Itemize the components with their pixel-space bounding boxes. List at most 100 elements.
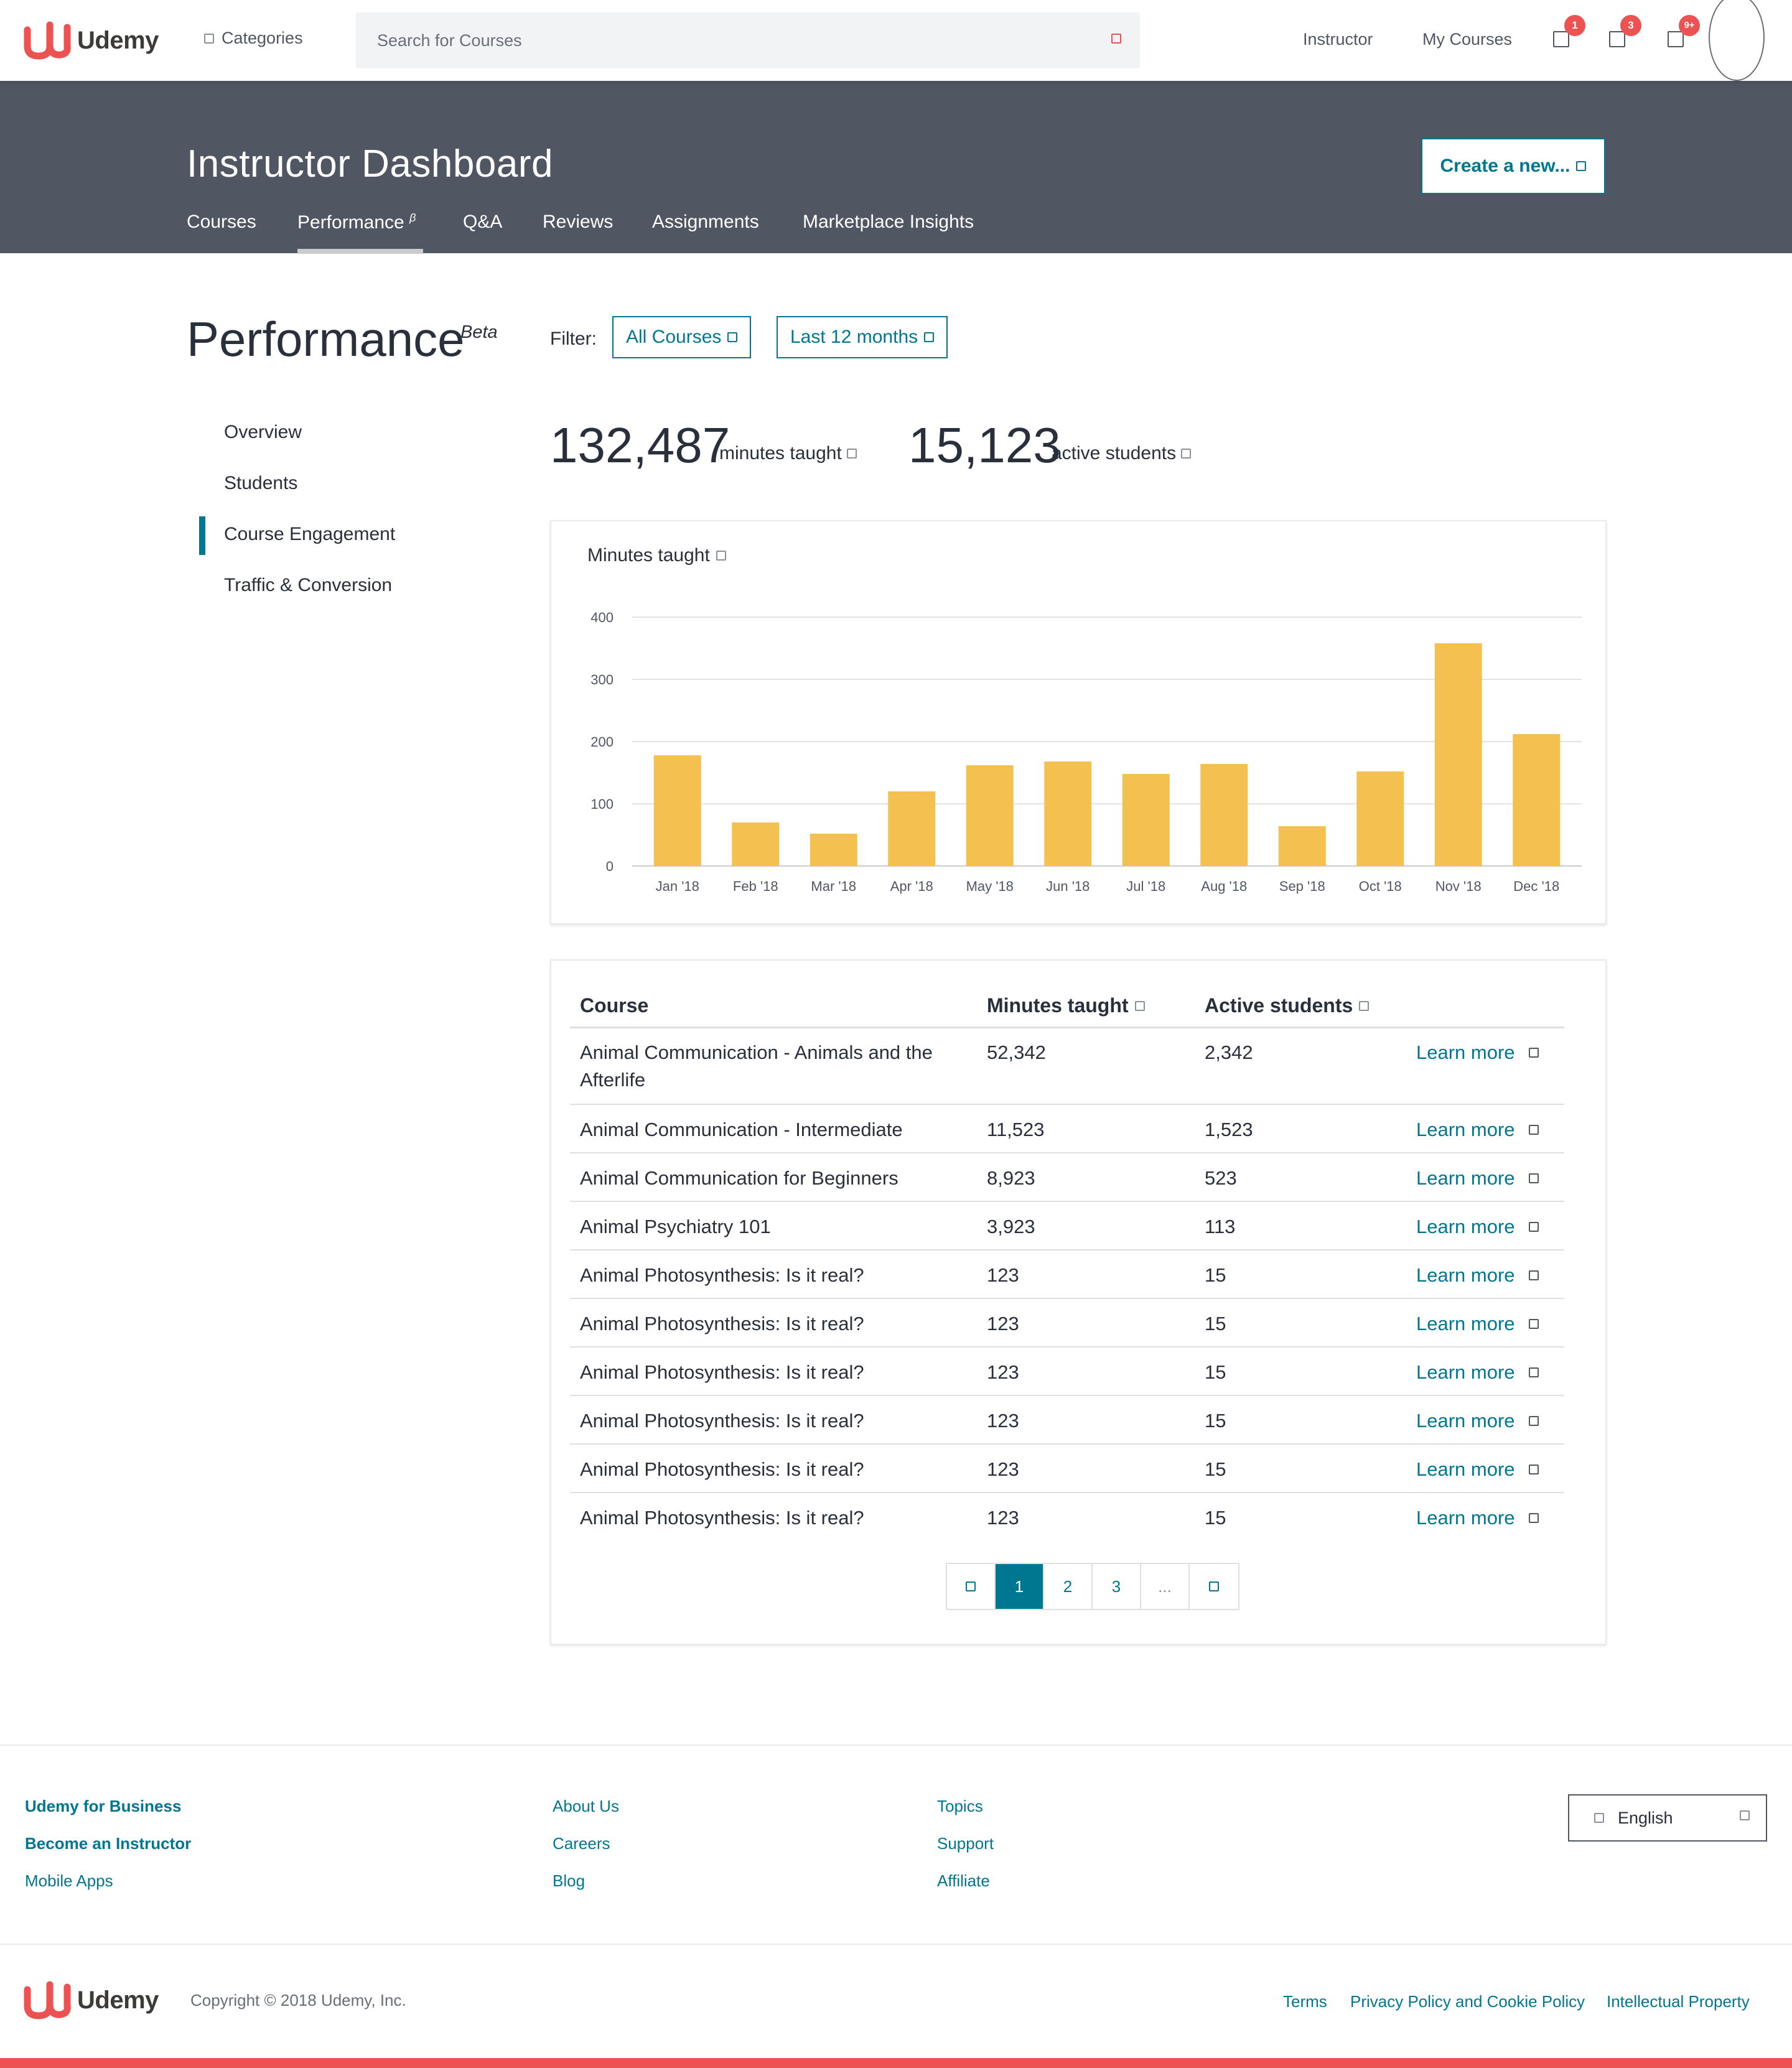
bar-5[interactable] — [1044, 762, 1092, 866]
info-icon[interactable] — [716, 551, 726, 561]
learn-more-label: Learn more — [1416, 1167, 1515, 1189]
alerts-badge: 9+ — [1679, 15, 1700, 36]
footer-careers[interactable]: Careers — [553, 1834, 610, 1853]
x-tick-label: Oct '18 — [1359, 878, 1402, 894]
udemy-logo[interactable]: Udemy — [22, 21, 159, 60]
bar-7[interactable] — [1200, 764, 1248, 866]
language-label: English — [1618, 1808, 1673, 1827]
footer-divider-bottom — [0, 1944, 1792, 1945]
column-header-course[interactable]: Course — [580, 994, 649, 1017]
chevron-up-icon — [1740, 1810, 1750, 1820]
page-3-button[interactable]: 3 — [1093, 1564, 1141, 1609]
bar-0[interactable] — [653, 755, 701, 866]
learn-more-link[interactable]: Learn more — [1416, 1504, 1539, 1532]
learn-more-link[interactable]: Learn more — [1416, 1310, 1539, 1338]
tab-qa[interactable]: Q&A — [463, 212, 503, 232]
messages-button[interactable]: 3 — [1609, 15, 1641, 50]
sidebar-item-overview[interactable]: Overview — [224, 422, 302, 442]
notification-button[interactable]: 1 — [1553, 15, 1585, 50]
bar-9[interactable] — [1356, 771, 1404, 866]
footer-udemy-logo[interactable]: Udemy — [22, 1981, 159, 2019]
footer-support[interactable]: Support — [937, 1834, 994, 1853]
footer-terms[interactable]: Terms — [1283, 1992, 1327, 2011]
students-cell: 15 — [1205, 1361, 1226, 1383]
footer-about-us[interactable]: About Us — [553, 1797, 619, 1815]
create-new-button[interactable]: Create a new... — [1421, 138, 1605, 194]
footer-blog[interactable]: Blog — [553, 1871, 586, 1890]
sidebar-item-course-engagement[interactable]: Course Engagement — [224, 524, 396, 544]
footer-mobile-apps[interactable]: Mobile Apps — [25, 1871, 113, 1890]
bar-10[interactable] — [1434, 643, 1482, 866]
bar-6[interactable] — [1122, 774, 1170, 866]
copyright-text: Copyright © 2018 Udemy, Inc. — [190, 1991, 406, 2010]
course-name: Animal Photosynthesis: Is it real? — [580, 1361, 864, 1383]
categories-menu[interactable]: Categories — [204, 29, 303, 48]
tab-reviews[interactable]: Reviews — [543, 212, 614, 232]
chevron-right-icon — [1528, 1465, 1539, 1474]
x-tick-label: Sep '18 — [1279, 878, 1325, 894]
bar-11[interactable] — [1513, 734, 1561, 866]
language-selector[interactable]: English — [1568, 1794, 1767, 1842]
minutes-cell: 123 — [987, 1410, 1019, 1432]
minutes-chart-card: Minutes taught 0 100 200 300 400 Jan '18 Feb '… — [550, 520, 1607, 925]
previous-page-button[interactable] — [947, 1564, 996, 1609]
sidebar-item-traffic-conversion[interactable]: Traffic & Conversion — [224, 575, 393, 595]
sidebar-item-students[interactable]: Students — [224, 473, 298, 493]
footer-privacy-policy[interactable]: Privacy Policy and Cookie Policy — [1350, 1992, 1585, 2011]
search-icon[interactable] — [1111, 34, 1121, 44]
footer-affiliate[interactable]: Affiliate — [937, 1871, 990, 1890]
x-tick-label: Feb '18 — [733, 878, 778, 894]
learn-more-link[interactable]: Learn more — [1416, 1407, 1539, 1435]
footer-topics[interactable]: Topics — [937, 1797, 983, 1815]
x-tick-label: Aug '18 — [1201, 878, 1247, 894]
tab-performance[interactable]: Performance β — [297, 212, 416, 233]
info-icon[interactable] — [1181, 449, 1192, 459]
learn-more-link[interactable]: Learn more — [1416, 1262, 1539, 1289]
next-page-button[interactable] — [1190, 1564, 1238, 1609]
footer-become-instructor[interactable]: Become an Instructor — [25, 1834, 192, 1853]
x-tick-label: Dec '18 — [1513, 878, 1559, 894]
bar-1[interactable] — [732, 822, 780, 866]
chevron-right-icon — [1209, 1581, 1219, 1591]
bar-4[interactable] — [966, 765, 1014, 866]
learn-more-label: Learn more — [1416, 1264, 1515, 1286]
globe-icon — [1594, 1813, 1604, 1823]
active-students-value: 15,123 — [908, 417, 1061, 473]
table-row: Animal Psychiatry 101 3,923 113 Learn more — [570, 1202, 1564, 1251]
tab-assignments[interactable]: Assignments — [652, 212, 759, 232]
learn-more-link[interactable]: Learn more — [1416, 1039, 1539, 1066]
tab-marketplace-insights[interactable]: Marketplace Insights — [803, 212, 974, 232]
course-filter-dropdown[interactable]: All Courses — [612, 316, 752, 358]
learn-more-link[interactable]: Learn more — [1416, 1116, 1539, 1143]
courses-table-card: Course Minutes taught Active students An… — [550, 959, 1607, 1645]
learn-more-link[interactable]: Learn more — [1416, 1213, 1539, 1241]
bottom-accent-bar — [0, 2058, 1792, 2068]
alerts-button[interactable]: 9+ — [1668, 15, 1700, 50]
minutes-bar-chart: 0 100 200 300 400 Jan '18 Feb '18 Mar '18 Apr '1… — [590, 610, 1582, 894]
learn-more-link[interactable]: Learn more — [1416, 1165, 1539, 1192]
column-header-minutes[interactable]: Minutes taught — [987, 994, 1145, 1017]
table-row: Animal Photosynthesis: Is it real? 123 15 L… — [570, 1348, 1564, 1396]
minutes-taught-label: minutes taught — [719, 443, 857, 464]
learn-more-link[interactable]: Learn more — [1416, 1359, 1539, 1386]
course-name: Animal Photosynthesis: Is it real? — [580, 1458, 864, 1480]
messages-badge: 3 — [1620, 15, 1641, 36]
period-filter-dropdown[interactable]: Last 12 months — [777, 316, 948, 358]
search-input[interactable] — [376, 12, 1060, 68]
learn-more-link[interactable]: Learn more — [1416, 1456, 1539, 1483]
footer-intellectual-property[interactable]: Intellectual Property — [1607, 1992, 1750, 2011]
footer-udemy-for-business[interactable]: Udemy for Business — [25, 1797, 182, 1815]
bar-8[interactable] — [1278, 826, 1326, 866]
tab-courses[interactable]: Courses — [187, 212, 256, 232]
page-2-button[interactable]: 2 — [1044, 1564, 1093, 1609]
page-1-button[interactable]: 1 — [996, 1564, 1044, 1609]
bar-3[interactable] — [888, 791, 936, 866]
instructor-link[interactable]: Instructor — [1303, 30, 1373, 49]
bar-2[interactable] — [810, 834, 857, 866]
my-courses-link[interactable]: My Courses — [1422, 30, 1513, 49]
column-header-students[interactable]: Active students — [1205, 994, 1370, 1017]
table-row: Animal Photosynthesis: Is it real? 123 15 L… — [570, 1299, 1564, 1348]
user-avatar[interactable] — [1709, 0, 1765, 81]
x-tick-label: May '18 — [966, 878, 1014, 894]
info-icon[interactable] — [846, 449, 857, 459]
